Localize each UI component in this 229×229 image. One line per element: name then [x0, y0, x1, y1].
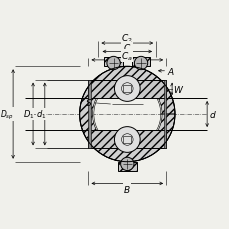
- Text: $C$: $C$: [123, 42, 131, 53]
- Polygon shape: [104, 58, 123, 67]
- Polygon shape: [163, 80, 165, 149]
- Circle shape: [106, 57, 120, 70]
- Polygon shape: [92, 80, 161, 149]
- Circle shape: [134, 57, 147, 70]
- Polygon shape: [88, 80, 90, 149]
- Text: $A$: $A$: [166, 66, 174, 77]
- Text: $B$: $B$: [123, 183, 131, 194]
- Polygon shape: [88, 130, 165, 149]
- Circle shape: [120, 158, 133, 171]
- Text: $D_1$: $D_1$: [23, 108, 34, 121]
- Circle shape: [114, 127, 139, 153]
- Text: $d_1$: $d_1$: [35, 108, 46, 121]
- Circle shape: [114, 76, 139, 102]
- Text: $C_a$: $C_a$: [121, 50, 133, 63]
- Text: $W$: $W$: [172, 84, 183, 95]
- Text: $d$: $d$: [209, 109, 216, 120]
- Polygon shape: [88, 80, 165, 99]
- Polygon shape: [131, 58, 150, 67]
- Text: $D_{sp}$: $D_{sp}$: [0, 108, 14, 121]
- Polygon shape: [79, 67, 174, 162]
- Polygon shape: [117, 162, 136, 171]
- Text: $C_2$: $C_2$: [121, 32, 133, 45]
- Text: $S$: $S$: [85, 97, 92, 108]
